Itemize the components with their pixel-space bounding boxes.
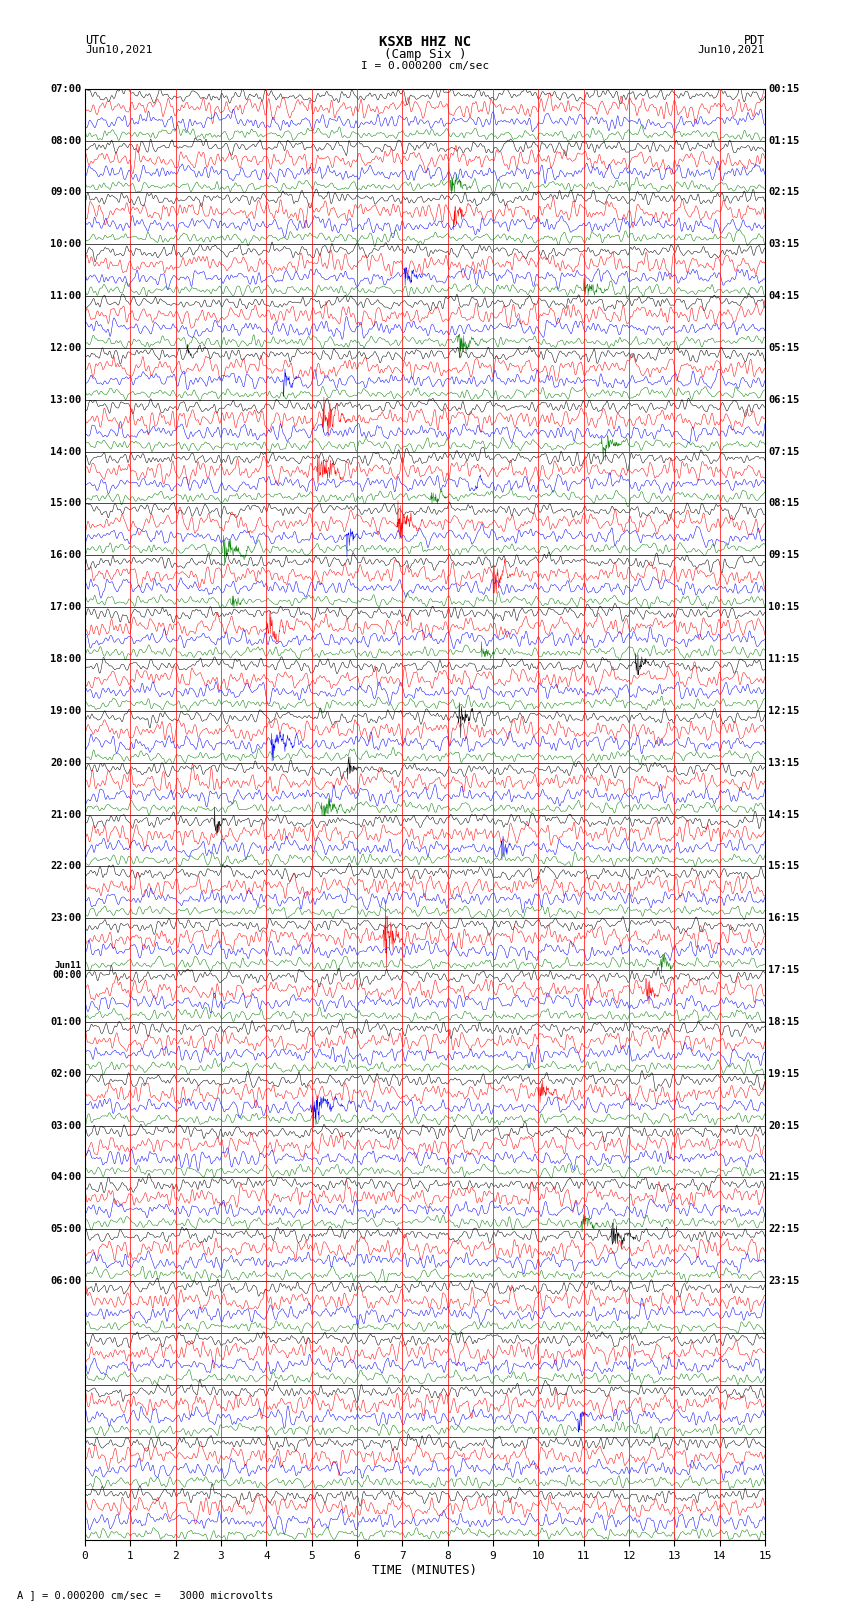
Text: A ] = 0.000200 cm/sec =   3000 microvolts: A ] = 0.000200 cm/sec = 3000 microvolts [17, 1590, 273, 1600]
Text: 00:00: 00:00 [52, 969, 82, 981]
Text: Jun10,2021: Jun10,2021 [698, 45, 765, 55]
Text: 03:15: 03:15 [768, 239, 800, 250]
Text: 19:00: 19:00 [50, 706, 82, 716]
Text: 21:15: 21:15 [768, 1173, 800, 1182]
Text: 06:00: 06:00 [50, 1276, 82, 1286]
Text: 07:00: 07:00 [50, 84, 82, 94]
Text: 14:15: 14:15 [768, 810, 800, 819]
Text: 18:00: 18:00 [50, 653, 82, 665]
Text: (Camp Six ): (Camp Six ) [383, 48, 467, 61]
Text: 16:00: 16:00 [50, 550, 82, 560]
X-axis label: TIME (MINUTES): TIME (MINUTES) [372, 1563, 478, 1576]
Text: 05:15: 05:15 [768, 344, 800, 353]
Text: 00:15: 00:15 [768, 84, 800, 94]
Text: I = 0.000200 cm/sec: I = 0.000200 cm/sec [361, 61, 489, 71]
Text: 18:15: 18:15 [768, 1016, 800, 1027]
Text: 19:15: 19:15 [768, 1069, 800, 1079]
Text: 22:00: 22:00 [50, 861, 82, 871]
Text: 06:15: 06:15 [768, 395, 800, 405]
Text: Jun11: Jun11 [54, 961, 82, 969]
Text: 10:15: 10:15 [768, 602, 800, 613]
Text: 17:15: 17:15 [768, 965, 800, 976]
Text: 08:00: 08:00 [50, 135, 82, 145]
Text: 02:15: 02:15 [768, 187, 800, 197]
Text: 14:00: 14:00 [50, 447, 82, 456]
Text: 12:00: 12:00 [50, 344, 82, 353]
Text: 16:15: 16:15 [768, 913, 800, 923]
Text: 17:00: 17:00 [50, 602, 82, 613]
Text: 15:15: 15:15 [768, 861, 800, 871]
Text: 04:15: 04:15 [768, 290, 800, 302]
Text: 11:00: 11:00 [50, 290, 82, 302]
Text: 20:00: 20:00 [50, 758, 82, 768]
Text: 13:00: 13:00 [50, 395, 82, 405]
Text: 08:15: 08:15 [768, 498, 800, 508]
Text: KSXB HHZ NC: KSXB HHZ NC [379, 35, 471, 50]
Text: 13:15: 13:15 [768, 758, 800, 768]
Text: 07:15: 07:15 [768, 447, 800, 456]
Text: 23:15: 23:15 [768, 1276, 800, 1286]
Text: UTC: UTC [85, 34, 106, 47]
Text: 03:00: 03:00 [50, 1121, 82, 1131]
Text: PDT: PDT [744, 34, 765, 47]
Text: 22:15: 22:15 [768, 1224, 800, 1234]
Text: 23:00: 23:00 [50, 913, 82, 923]
Text: 05:00: 05:00 [50, 1224, 82, 1234]
Text: 01:15: 01:15 [768, 135, 800, 145]
Text: Jun10,2021: Jun10,2021 [85, 45, 152, 55]
Text: 12:15: 12:15 [768, 706, 800, 716]
Text: 04:00: 04:00 [50, 1173, 82, 1182]
Text: 15:00: 15:00 [50, 498, 82, 508]
Text: 09:00: 09:00 [50, 187, 82, 197]
Text: 11:15: 11:15 [768, 653, 800, 665]
Text: 10:00: 10:00 [50, 239, 82, 250]
Text: 02:00: 02:00 [50, 1069, 82, 1079]
Text: 21:00: 21:00 [50, 810, 82, 819]
Text: 20:15: 20:15 [768, 1121, 800, 1131]
Text: 01:00: 01:00 [50, 1016, 82, 1027]
Text: 09:15: 09:15 [768, 550, 800, 560]
